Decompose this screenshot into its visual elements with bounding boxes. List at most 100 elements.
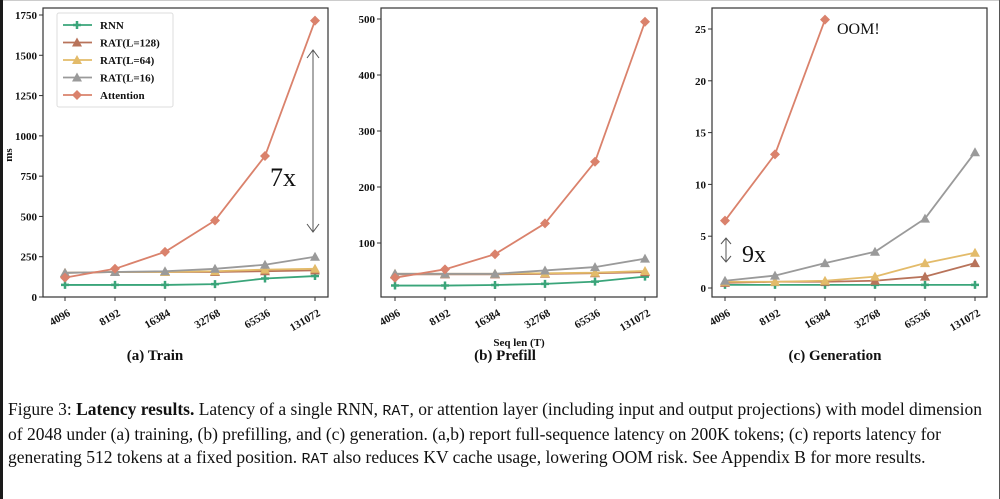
- y-tick-label: 5: [701, 231, 707, 243]
- x-tick-label: 4096: [47, 307, 72, 329]
- y-tick-label: 15: [695, 128, 707, 140]
- speedup-annotation: 7x: [270, 163, 296, 192]
- x-tick-label: 4096: [707, 307, 732, 329]
- data-point: [491, 281, 499, 289]
- x-tick-label: 65536: [903, 307, 933, 331]
- legend-label: RAT(L=128): [100, 38, 160, 50]
- data-point: [770, 149, 780, 160]
- caption-text: also reduces KV cache usage, lowering OO…: [328, 447, 926, 467]
- data-point: [261, 274, 269, 283]
- data-point: [260, 151, 270, 161]
- data-point: [210, 263, 220, 273]
- series-line-attention: [394, 21, 646, 279]
- data-point: [820, 275, 830, 285]
- y-tick-label: 500: [359, 14, 376, 26]
- panel-b-caption: (b) Prefill: [474, 348, 536, 364]
- x-tick-label: 131072: [948, 307, 983, 334]
- x-tick-label: 4096: [377, 307, 402, 329]
- series-line-rat-l-64-: [725, 251, 976, 283]
- figure-top-border: [0, 0, 1000, 1]
- y-tick-label: 200: [359, 182, 376, 194]
- y-tick-label: 0: [701, 283, 707, 295]
- data-point: [920, 258, 930, 268]
- y-tick-label: 1000: [15, 131, 38, 143]
- data-point: [310, 15, 320, 26]
- data-point: [490, 249, 500, 260]
- figure-left-border: [0, 0, 3, 499]
- series-line-rat-l-16-: [395, 257, 646, 275]
- legend-label: RNN: [100, 20, 124, 32]
- oom-annotation: OOM!: [837, 21, 880, 38]
- data-point: [260, 259, 270, 269]
- data-point: [160, 246, 170, 257]
- x-axis-label: Seq len (T): [493, 337, 545, 349]
- y-tick-label: 300: [359, 126, 376, 138]
- data-point: [540, 265, 550, 275]
- figure-caption: Figure 3: Latency results. Latency of a …: [8, 398, 994, 471]
- data-point: [211, 280, 219, 289]
- caption-code-term: RAT: [382, 403, 410, 420]
- legend: RNN RAT(L=128) RAT(L=64) RAT(L=16) Attention: [56, 12, 174, 108]
- data-point: [770, 270, 780, 280]
- chart-panel-1: 0 250 500 750 1000 1250 1500 1750 4096 8192 16384 3…: [3, 7, 329, 334]
- y-tick-label: 250: [21, 252, 38, 264]
- plot-area-frame: [42, 7, 329, 298]
- x-tick-label: 32768: [523, 307, 553, 331]
- data-point: [590, 267, 600, 277]
- legend-marker: [72, 72, 82, 82]
- data-point: [870, 271, 880, 281]
- y-tick-label: 25: [695, 24, 707, 36]
- data-point: [111, 280, 119, 289]
- series-line-rnn: [65, 275, 316, 286]
- x-tick-label: 32768: [853, 307, 883, 331]
- caption-text: Latency of a single RNN,: [194, 399, 383, 419]
- caption-label: Figure 3:: [8, 399, 72, 419]
- series-line-attention: [724, 19, 826, 222]
- data-point: [591, 277, 599, 286]
- caption-text: , or attention layer (including input an…: [8, 399, 982, 467]
- data-point: [640, 16, 650, 27]
- data-point: [920, 271, 930, 281]
- panel-a-caption: (a) Train: [126, 348, 184, 364]
- data-point: [970, 147, 980, 157]
- plot-area-frame: [380, 7, 658, 298]
- x-tick-label: 16384: [143, 307, 173, 331]
- data-point: [590, 262, 600, 272]
- data-point: [770, 276, 780, 286]
- x-tick-label: 8192: [757, 307, 782, 329]
- legend-label: RAT(L=64): [100, 55, 155, 67]
- y-tick-label: 750: [21, 171, 38, 183]
- series-line-rnn: [395, 275, 646, 287]
- y-tick-label: 100: [359, 238, 376, 250]
- legend-marker: [73, 21, 81, 29]
- y-tick-label: 20: [695, 76, 707, 88]
- data-point: [260, 264, 270, 274]
- data-point: [160, 266, 170, 276]
- data-point: [720, 275, 730, 285]
- data-point: [390, 272, 400, 283]
- data-point: [310, 251, 320, 261]
- x-tick-label: 65536: [243, 307, 273, 331]
- y-tick-label: 1500: [15, 50, 38, 62]
- plot-area-frame: [711, 7, 988, 298]
- data-point: [110, 263, 120, 274]
- data-point: [310, 263, 320, 273]
- data-point: [720, 215, 730, 226]
- legend-box: [56, 12, 174, 108]
- data-point: [490, 268, 500, 278]
- x-tick-label: 8192: [97, 307, 122, 329]
- legend-label: Attention: [100, 90, 145, 102]
- series-line-rat-l-16-: [724, 151, 976, 282]
- data-point: [820, 258, 830, 268]
- series-line-attention: [64, 20, 316, 279]
- x-tick-label: 65536: [573, 307, 603, 331]
- chart-panel-2: 100 200 300 400 500 4096 8192 16384 32768 65536 13…: [359, 7, 658, 349]
- y-tick-label: 500: [21, 211, 38, 223]
- legend-marker: [72, 90, 82, 100]
- legend-label: RAT(L=16): [100, 73, 155, 85]
- arrowhead-icon: [306, 49, 320, 233]
- x-tick-label: 32768: [193, 307, 223, 331]
- data-point: [820, 14, 830, 25]
- x-tick-label: 16384: [473, 307, 503, 331]
